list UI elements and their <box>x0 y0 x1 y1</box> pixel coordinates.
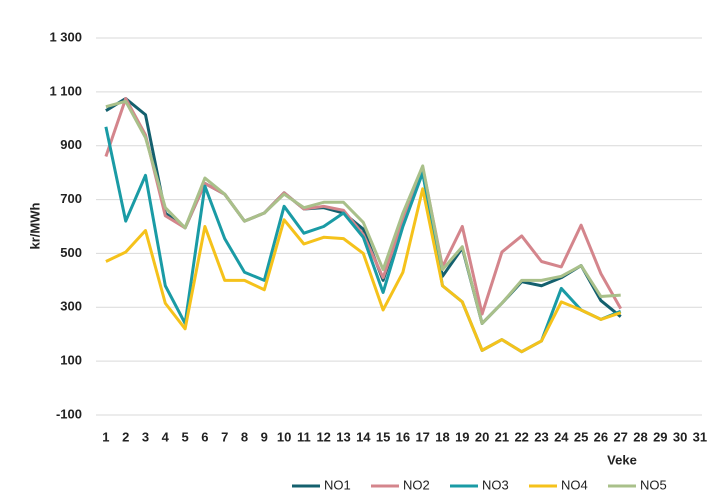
x-tick-label: 30 <box>673 429 687 444</box>
legend-label: NO1 <box>324 477 351 492</box>
series-line <box>105 97 622 325</box>
x-tick-label: 6 <box>201 429 208 444</box>
x-tick-label: 8 <box>241 429 248 444</box>
x-tick-label: 31 <box>693 429 707 444</box>
x-tick-label: 27 <box>613 429 627 444</box>
y-tick-label: 1 300 <box>49 29 82 44</box>
series-line <box>104 126 622 354</box>
x-tick-label: 17 <box>415 429 429 444</box>
x-tick-label: 28 <box>633 429 647 444</box>
x-tick-label: 29 <box>653 429 667 444</box>
x-tick-label: 14 <box>356 429 371 444</box>
x-tick-label: 21 <box>495 429 509 444</box>
x-tick-label: 25 <box>574 429 588 444</box>
x-tick-label: 4 <box>162 429 170 444</box>
x-tick-label: 16 <box>396 429 410 444</box>
y-tick-label: 500 <box>60 245 82 260</box>
x-tick-label: 26 <box>594 429 608 444</box>
x-tick-label: 3 <box>142 429 149 444</box>
series-line <box>105 187 622 354</box>
series-line <box>105 99 621 325</box>
x-tick-label: 5 <box>181 429 188 444</box>
series-line <box>104 97 623 316</box>
y-tick-label: 700 <box>60 191 82 206</box>
x-tick-label: 11 <box>297 429 311 444</box>
x-tick-label: 15 <box>376 429 390 444</box>
x-tick-label: 20 <box>475 429 489 444</box>
x-tick-label: 19 <box>455 429 469 444</box>
x-tick-label: 22 <box>514 429 528 444</box>
legend-label: NO2 <box>403 477 430 492</box>
x-tick-label: 7 <box>221 429 228 444</box>
x-tick-label: 23 <box>534 429 548 444</box>
x-tick-label: 10 <box>277 429 291 444</box>
x-tick-label: 12 <box>316 429 330 444</box>
y-axis-title: kr/MWh <box>27 202 42 249</box>
x-tick-label: 9 <box>261 429 268 444</box>
x-tick-label: 2 <box>122 429 129 444</box>
legend-label: NO3 <box>482 477 509 492</box>
x-tick-label: 24 <box>554 429 569 444</box>
y-tick-label: -100 <box>56 406 82 421</box>
y-tick-label: 100 <box>60 353 82 368</box>
legend-label: NO5 <box>640 477 667 492</box>
x-tick-label: 13 <box>336 429 350 444</box>
y-tick-label: 900 <box>60 137 82 152</box>
legend-label: NO4 <box>561 477 588 492</box>
y-tick-label: 300 <box>60 299 82 314</box>
x-axis-title: Veke <box>607 452 637 467</box>
y-tick-label: 1 100 <box>49 83 82 98</box>
x-tick-label: 18 <box>435 429 449 444</box>
x-tick-label: 1 <box>102 429 109 444</box>
